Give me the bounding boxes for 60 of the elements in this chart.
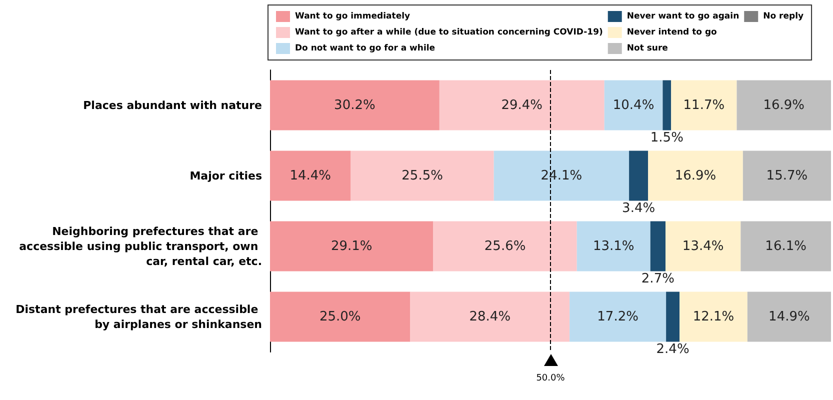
data-label: 16.1% (765, 238, 806, 254)
data-label: 25.0% (319, 309, 361, 324)
bar (662, 80, 672, 130)
data-label: 30.2% (334, 98, 376, 113)
data-label: 29.1% (330, 238, 372, 254)
bar (270, 221, 434, 272)
bar (629, 150, 648, 201)
legend-label: Want to go after a while (due to situation concerning COVID-19) (295, 28, 603, 38)
data-label: 2.4% (656, 342, 690, 357)
legend-label: Not sure (626, 44, 668, 54)
bar (604, 80, 663, 130)
bar (740, 221, 831, 272)
data-label: 3.4% (622, 200, 656, 216)
bar (666, 292, 680, 342)
bar (576, 221, 650, 272)
y-tick-label: Neighboring prefectures that are accessible using public transport, own car, rental car, etc. (19, 224, 262, 268)
legend-label: Never intend to go (626, 28, 718, 38)
bar (747, 292, 831, 342)
bar (570, 292, 666, 342)
data-label: 16.9% (763, 98, 805, 113)
data-label: 24.1% (540, 168, 582, 184)
data-label: 1.5% (650, 130, 684, 146)
bar (350, 150, 494, 201)
data-label: 14.9% (768, 309, 810, 324)
bar (433, 221, 577, 272)
y-tick-label: Major cities (190, 169, 262, 182)
data-label: 2.7% (641, 271, 674, 286)
bar (671, 80, 737, 130)
data-label: 12.1% (692, 309, 734, 324)
legend-label: Never want to go again (626, 12, 740, 22)
data-label: 15.7% (766, 168, 808, 184)
bar (680, 292, 748, 342)
data-label: 16.9% (674, 168, 716, 184)
bar (650, 221, 666, 272)
data-label: 29.4% (501, 98, 543, 113)
data-label: 17.2% (597, 309, 638, 324)
data-label: 13.1% (592, 238, 634, 254)
ref-line-label: 50.0% (536, 374, 566, 384)
bar (648, 150, 743, 201)
bar (666, 221, 741, 272)
legend-label: No reply (763, 12, 804, 22)
bar (270, 150, 351, 201)
bar (736, 80, 831, 130)
data-label: 14.4% (290, 168, 332, 184)
bar (270, 80, 440, 130)
data-label: 28.4% (469, 309, 511, 324)
legend-label: Do not want to go for a while (295, 44, 436, 54)
data-label: 10.4% (612, 98, 654, 113)
data-label: 13.4% (682, 238, 724, 254)
data-label: 25.6% (484, 238, 526, 254)
bar (494, 150, 630, 201)
y-tick-label: Places abundant with nature (83, 98, 262, 112)
bar (439, 80, 604, 130)
data-label: 11.7% (683, 98, 725, 113)
legend-label: Want to go immediately (295, 12, 410, 22)
data-label: 25.5% (402, 168, 443, 184)
bar (270, 292, 410, 342)
bar (742, 150, 831, 201)
bar (410, 292, 570, 342)
y-tick-label: Distant prefectures that are accessible by airplanes or shinkansen (16, 302, 262, 331)
